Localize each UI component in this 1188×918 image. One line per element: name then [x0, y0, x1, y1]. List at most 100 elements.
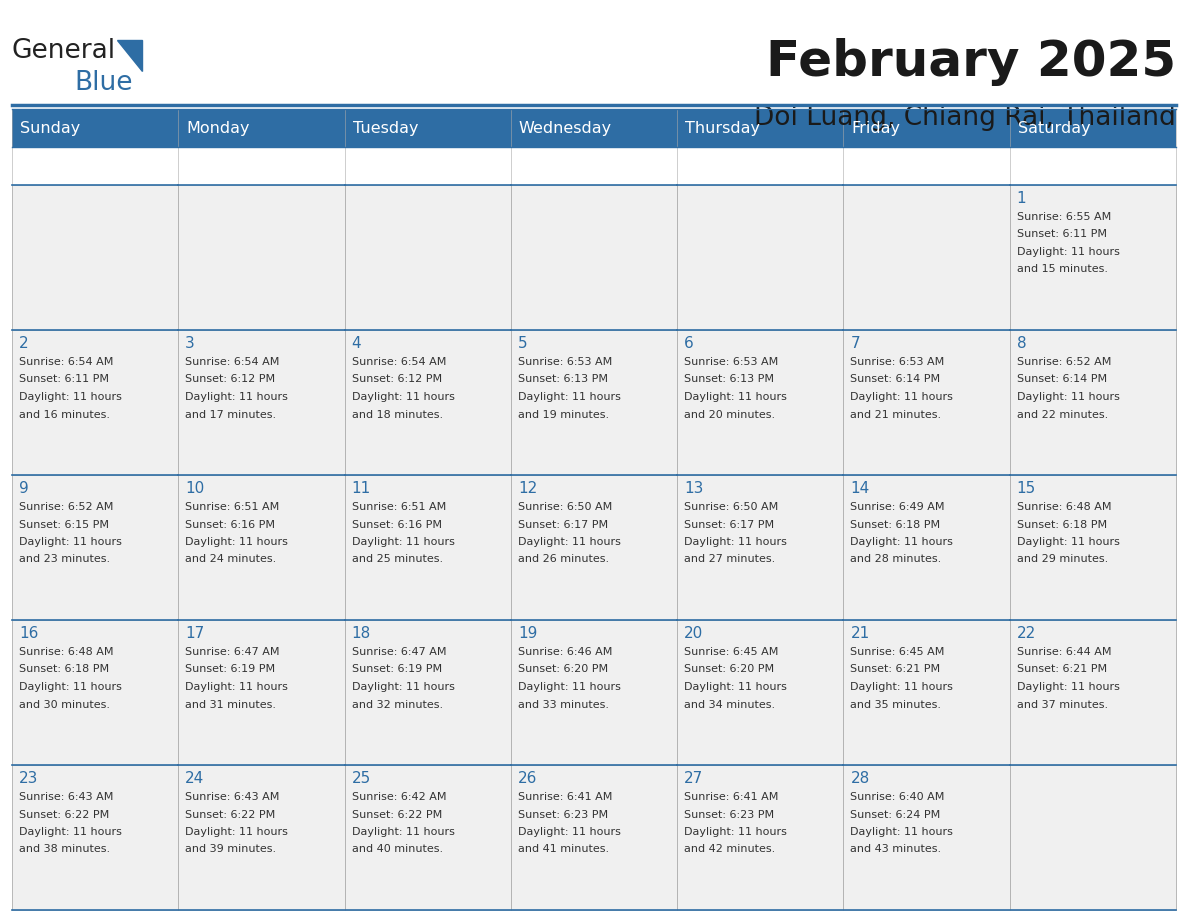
- Text: 8: 8: [1017, 336, 1026, 351]
- Text: and 30 minutes.: and 30 minutes.: [19, 700, 110, 710]
- Bar: [178, 475, 345, 620]
- Text: Sunrise: 6:47 AM: Sunrise: 6:47 AM: [185, 647, 280, 657]
- Bar: [843, 475, 1010, 620]
- Text: Daylight: 11 hours: Daylight: 11 hours: [1017, 392, 1119, 402]
- Text: Daylight: 11 hours: Daylight: 11 hours: [19, 827, 122, 837]
- Text: 14: 14: [851, 481, 870, 496]
- Text: and 17 minutes.: and 17 minutes.: [185, 409, 277, 420]
- Text: Sunrise: 6:50 AM: Sunrise: 6:50 AM: [684, 502, 778, 512]
- Bar: [1010, 185, 1176, 330]
- Text: Sunrise: 6:45 AM: Sunrise: 6:45 AM: [684, 647, 778, 657]
- Text: 27: 27: [684, 771, 703, 786]
- Text: Sunset: 6:22 PM: Sunset: 6:22 PM: [185, 810, 276, 820]
- Bar: [1010, 620, 1176, 765]
- Text: Sunrise: 6:49 AM: Sunrise: 6:49 AM: [851, 502, 944, 512]
- Text: Sunset: 6:22 PM: Sunset: 6:22 PM: [19, 810, 109, 820]
- Text: and 37 minutes.: and 37 minutes.: [1017, 700, 1108, 710]
- Text: and 26 minutes.: and 26 minutes.: [518, 554, 609, 565]
- Text: Sunrise: 6:48 AM: Sunrise: 6:48 AM: [1017, 502, 1111, 512]
- Bar: [345, 765, 511, 910]
- Polygon shape: [116, 40, 143, 71]
- Text: 6: 6: [684, 336, 694, 351]
- Text: and 39 minutes.: and 39 minutes.: [185, 845, 277, 855]
- Bar: [1010, 475, 1176, 620]
- Text: Blue: Blue: [74, 70, 133, 96]
- Text: Daylight: 11 hours: Daylight: 11 hours: [1017, 247, 1119, 257]
- Text: and 27 minutes.: and 27 minutes.: [684, 554, 776, 565]
- Text: Sunset: 6:13 PM: Sunset: 6:13 PM: [684, 375, 775, 385]
- Text: Daylight: 11 hours: Daylight: 11 hours: [851, 392, 953, 402]
- Text: Daylight: 11 hours: Daylight: 11 hours: [518, 392, 621, 402]
- Text: and 15 minutes.: and 15 minutes.: [1017, 264, 1107, 274]
- Bar: [511, 330, 677, 475]
- Text: and 34 minutes.: and 34 minutes.: [684, 700, 776, 710]
- Text: Sunset: 6:14 PM: Sunset: 6:14 PM: [1017, 375, 1107, 385]
- Text: Sunrise: 6:48 AM: Sunrise: 6:48 AM: [19, 647, 114, 657]
- Bar: [843, 765, 1010, 910]
- Text: Daylight: 11 hours: Daylight: 11 hours: [352, 827, 455, 837]
- Text: 26: 26: [518, 771, 537, 786]
- Bar: [677, 109, 843, 147]
- Text: Daylight: 11 hours: Daylight: 11 hours: [684, 392, 786, 402]
- Text: 1: 1: [1017, 191, 1026, 206]
- Text: and 43 minutes.: and 43 minutes.: [851, 845, 942, 855]
- Text: and 23 minutes.: and 23 minutes.: [19, 554, 110, 565]
- Text: 21: 21: [851, 626, 870, 641]
- Text: 17: 17: [185, 626, 204, 641]
- Text: Sunset: 6:15 PM: Sunset: 6:15 PM: [19, 520, 109, 530]
- Text: Sunrise: 6:55 AM: Sunrise: 6:55 AM: [1017, 212, 1111, 222]
- Bar: [677, 475, 843, 620]
- Text: Sunset: 6:11 PM: Sunset: 6:11 PM: [1017, 230, 1107, 240]
- Bar: [511, 475, 677, 620]
- Text: 11: 11: [352, 481, 371, 496]
- Text: and 31 minutes.: and 31 minutes.: [185, 700, 277, 710]
- Text: Sunset: 6:24 PM: Sunset: 6:24 PM: [851, 810, 941, 820]
- Bar: [843, 620, 1010, 765]
- Text: Daylight: 11 hours: Daylight: 11 hours: [684, 827, 786, 837]
- Bar: [12, 109, 178, 147]
- Text: Sunrise: 6:40 AM: Sunrise: 6:40 AM: [851, 792, 944, 802]
- Bar: [677, 620, 843, 765]
- Text: Sunrise: 6:41 AM: Sunrise: 6:41 AM: [518, 792, 612, 802]
- Text: Sunset: 6:20 PM: Sunset: 6:20 PM: [518, 665, 608, 675]
- Text: and 20 minutes.: and 20 minutes.: [684, 409, 776, 420]
- Bar: [677, 765, 843, 910]
- Text: Tuesday: Tuesday: [353, 120, 418, 136]
- Text: Doi Luang, Chiang Rai, Thailand: Doi Luang, Chiang Rai, Thailand: [754, 105, 1176, 131]
- Text: Sunrise: 6:53 AM: Sunrise: 6:53 AM: [684, 357, 778, 367]
- Text: Sunset: 6:18 PM: Sunset: 6:18 PM: [851, 520, 941, 530]
- Text: Sunset: 6:14 PM: Sunset: 6:14 PM: [851, 375, 941, 385]
- Text: 13: 13: [684, 481, 703, 496]
- Bar: [345, 109, 511, 147]
- Bar: [345, 620, 511, 765]
- Text: Sunset: 6:19 PM: Sunset: 6:19 PM: [185, 665, 276, 675]
- Text: 3: 3: [185, 336, 195, 351]
- Text: and 29 minutes.: and 29 minutes.: [1017, 554, 1108, 565]
- Text: Sunset: 6:12 PM: Sunset: 6:12 PM: [352, 375, 442, 385]
- Text: Sunrise: 6:43 AM: Sunrise: 6:43 AM: [19, 792, 113, 802]
- Text: Daylight: 11 hours: Daylight: 11 hours: [518, 537, 621, 547]
- Text: Sunset: 6:17 PM: Sunset: 6:17 PM: [684, 520, 775, 530]
- Text: Sunset: 6:11 PM: Sunset: 6:11 PM: [19, 375, 109, 385]
- Text: Daylight: 11 hours: Daylight: 11 hours: [518, 827, 621, 837]
- Bar: [511, 620, 677, 765]
- Text: February 2025: February 2025: [766, 38, 1176, 86]
- Text: Sunset: 6:16 PM: Sunset: 6:16 PM: [185, 520, 276, 530]
- Text: 9: 9: [19, 481, 29, 496]
- Text: and 38 minutes.: and 38 minutes.: [19, 845, 110, 855]
- Text: 28: 28: [851, 771, 870, 786]
- Text: Sunset: 6:21 PM: Sunset: 6:21 PM: [1017, 665, 1107, 675]
- Text: Daylight: 11 hours: Daylight: 11 hours: [185, 827, 289, 837]
- Bar: [843, 185, 1010, 330]
- Bar: [178, 185, 345, 330]
- Text: and 28 minutes.: and 28 minutes.: [851, 554, 942, 565]
- Text: and 33 minutes.: and 33 minutes.: [518, 700, 609, 710]
- Text: Sunset: 6:18 PM: Sunset: 6:18 PM: [1017, 520, 1107, 530]
- Text: Daylight: 11 hours: Daylight: 11 hours: [1017, 537, 1119, 547]
- Text: Daylight: 11 hours: Daylight: 11 hours: [851, 682, 953, 692]
- Text: Sunrise: 6:42 AM: Sunrise: 6:42 AM: [352, 792, 446, 802]
- Text: Daylight: 11 hours: Daylight: 11 hours: [185, 537, 289, 547]
- Text: and 40 minutes.: and 40 minutes.: [352, 845, 443, 855]
- Bar: [1010, 765, 1176, 910]
- Bar: [843, 330, 1010, 475]
